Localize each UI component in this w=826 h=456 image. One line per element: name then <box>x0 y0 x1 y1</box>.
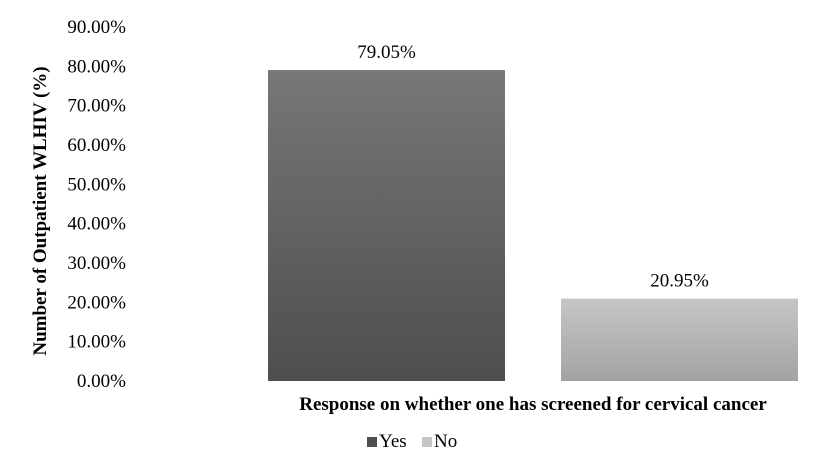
y-tick-label: 70.00% <box>67 96 126 117</box>
data-label-yes: 79.05% <box>357 42 416 63</box>
y-tick-label: 0.00% <box>77 371 126 392</box>
y-tick-label: 50.00% <box>67 174 126 195</box>
data-labels-group: 79.05% 20.95% <box>357 42 709 292</box>
y-tick-label: 60.00% <box>67 135 126 156</box>
legend-swatch-no <box>422 437 432 447</box>
y-tick-label: 80.00% <box>67 56 126 77</box>
y-tick-label: 90.00% <box>67 17 126 38</box>
bar-no <box>561 298 798 381</box>
y-tick-label: 40.00% <box>67 214 126 235</box>
y-axis-ticks: 0.00% 10.00% 20.00% 30.00% 40.00% 50.00% 60.00… <box>67 17 126 392</box>
bar-yes <box>268 70 505 381</box>
y-tick-label: 20.00% <box>67 292 126 313</box>
y-axis-label: Number of Outpatient WLHIV (%) <box>30 66 51 355</box>
legend-label-no: No <box>434 431 457 452</box>
legend-label-yes: Yes <box>379 431 407 452</box>
legend: Yes No <box>367 431 457 452</box>
y-tick-label: 10.00% <box>67 332 126 353</box>
x-axis-label: Response on whether one has screened for… <box>299 394 767 415</box>
y-tick-label: 30.00% <box>67 253 126 274</box>
bars-group <box>268 70 798 381</box>
legend-swatch-yes <box>367 437 377 447</box>
data-label-no: 20.95% <box>650 271 709 292</box>
